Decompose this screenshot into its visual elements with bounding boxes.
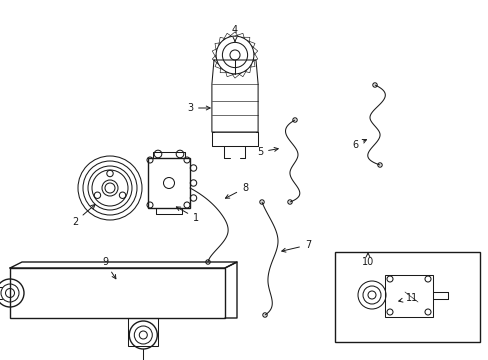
Text: 2: 2 xyxy=(72,204,95,227)
Text: 10: 10 xyxy=(361,253,373,267)
Text: 3: 3 xyxy=(186,103,210,113)
Bar xyxy=(384,275,432,317)
Text: 6: 6 xyxy=(351,140,366,150)
Text: 7: 7 xyxy=(281,240,310,252)
Bar xyxy=(10,268,224,318)
Text: 5: 5 xyxy=(256,147,278,157)
Bar xyxy=(334,252,479,342)
Text: 4: 4 xyxy=(231,25,238,41)
Bar xyxy=(148,158,190,208)
Text: 8: 8 xyxy=(225,183,247,198)
Text: 1: 1 xyxy=(176,207,199,223)
Text: 9: 9 xyxy=(102,257,116,279)
Text: 11: 11 xyxy=(398,293,417,303)
Bar xyxy=(128,318,158,346)
